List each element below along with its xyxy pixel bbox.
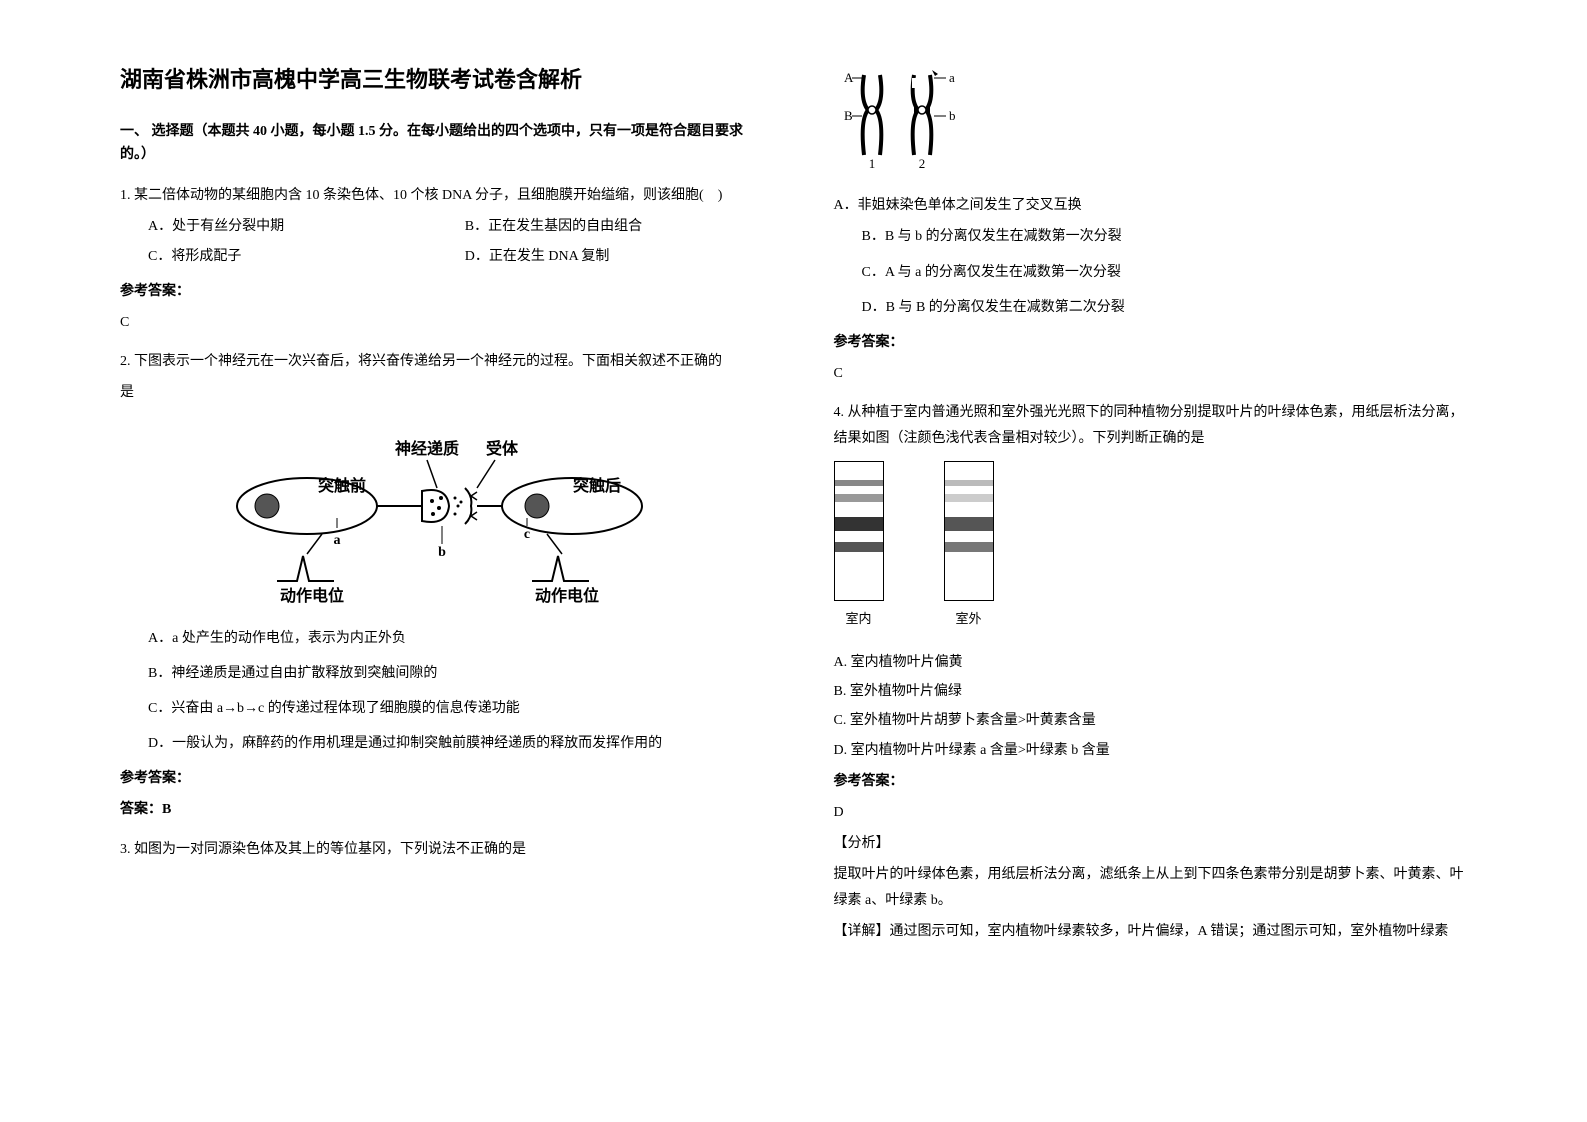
- q1-answer-label: 参考答案：: [120, 279, 754, 304]
- q2-stem1: 下图表示一个神经元在一次兴奋后，将兴奋传递给另一个神经元的过程。下面相关叙述不正…: [134, 354, 722, 369]
- q2-answer-label: 参考答案：: [120, 766, 754, 791]
- pigment-band: [945, 480, 993, 486]
- left-column: 湖南省株洲市高槐中学高三生物联考试卷含解析 一、 选择题（本题共 40 小题，每…: [100, 60, 794, 1082]
- q2-synapse-diagram: 突触前 突触后: [120, 426, 754, 606]
- right-column: A B a b 1 2 A．非姐妹染色单体之间发生了交叉互换 B．B 与 b 的…: [794, 60, 1488, 1082]
- q4-analysis1: 提取叶片的叶绿体色素，用纸层析法分离，滤纸条上从上到下四条色素带分别是胡萝卜素、…: [834, 862, 1468, 912]
- pigment-band: [945, 542, 993, 552]
- q1-optB: B．正在发生基因的自由组合: [437, 214, 754, 239]
- chrom-label-2: 2: [918, 156, 925, 170]
- q2-answer: 答案：B: [120, 797, 754, 822]
- q4-analysis2: 通过图示可知，室内植物叶绿素较多，叶片偏绿，A 错误；通过图示可知，室外植物叶绿…: [890, 924, 1449, 939]
- question-4: 4. 从种植于室内普通光照和室外强光光照下的同种植物分别提取叶片的叶绿体色素，用…: [834, 400, 1468, 944]
- q1-optA: A．处于有丝分裂中期: [120, 214, 437, 239]
- q3-number: 3.: [120, 842, 131, 857]
- diagram-label-nt: 神经递质: [395, 439, 459, 458]
- q1-optD: D．正在发生 DNA 复制: [437, 244, 754, 269]
- question-1: 1. 某二倍体动物的某细胞内含 10 条染色体、10 个核 DNA 分子，且细胞…: [120, 183, 754, 335]
- q1-optC: C．将形成配子: [120, 244, 437, 269]
- q2-stem2: 是: [120, 380, 754, 405]
- q4-optA: A. 室内植物叶片偏黄: [834, 650, 1468, 675]
- strip-indoor-label: 室内: [834, 607, 884, 630]
- strip-indoor: [834, 461, 884, 601]
- diagram-label-ap2: 动作电位: [535, 586, 599, 605]
- q2-optD: D．一般认为，麻醉药的作用机理是通过抑制突触前膜神经递质的释放而发挥作用的: [120, 731, 754, 756]
- q4-number: 4.: [834, 405, 845, 420]
- q4-optB: B. 室外植物叶片偏绿: [834, 679, 1468, 704]
- q2-optB: B．神经递质是通过自由扩散释放到突触间隙的: [120, 661, 754, 686]
- q4-chromatography-diagram: 室内 室外: [834, 461, 1468, 630]
- q4-analysis2-label: 【详解】: [834, 924, 890, 939]
- q4-answer: D: [834, 800, 1468, 825]
- section-heading: 一、 选择题（本题共 40 小题，每小题 1.5 分。在每小题给出的四个选项中，…: [120, 120, 754, 168]
- diagram-label-post: 突触后: [573, 476, 621, 495]
- q3-answer: C: [834, 361, 1468, 386]
- chrom-label-B: B: [844, 108, 853, 123]
- chrom-label-1: 1: [868, 156, 875, 170]
- q4-analysis-label: 【分析】: [834, 831, 1468, 856]
- page-title: 湖南省株洲市高槐中学高三生物联考试卷含解析: [120, 60, 754, 100]
- q1-options: A．处于有丝分裂中期 B．正在发生基因的自由组合 C．将形成配子 D．正在发生 …: [120, 214, 754, 272]
- strip-indoor-wrap: 室内: [834, 461, 884, 630]
- chrom-label-b: b: [949, 108, 956, 123]
- q3-optD: D．B 与 B 的分离仅发生在减数第二次分裂: [834, 295, 1468, 320]
- q1-answer: C: [120, 310, 754, 335]
- diagram-label-c: c: [524, 527, 530, 542]
- diagram-label-a: a: [333, 533, 340, 548]
- q3-optC: C．A 与 a 的分离仅发生在减数第一次分裂: [834, 260, 1468, 285]
- pigment-band: [835, 542, 883, 552]
- question-2: 2. 下图表示一个神经元在一次兴奋后，将兴奋传递给另一个神经元的过程。下面相关叙…: [120, 349, 754, 823]
- diagram-label-pre: 突触前: [318, 476, 366, 495]
- q3-answer-label: 参考答案：: [834, 330, 1468, 355]
- q2-optC: C．兴奋由 a→b→c 的传递过程体现了细胞膜的信息传递功能: [120, 696, 754, 721]
- q3-stem: 如图为一对同源染色体及其上的等位基冈，下列说法不正确的是: [134, 842, 526, 857]
- chrom-label-a: a: [949, 70, 955, 85]
- strip-outdoor-wrap: 室外: [944, 461, 994, 630]
- diagram-label-receptor: 受体: [486, 439, 519, 458]
- diagram-label-b: b: [438, 545, 446, 560]
- strip-outdoor: [944, 461, 994, 601]
- pigment-band: [835, 494, 883, 502]
- pigment-band: [945, 517, 993, 531]
- strip-outdoor-label: 室外: [944, 607, 994, 630]
- pigment-band: [945, 494, 993, 502]
- diagram-label-ap1: 动作电位: [280, 586, 344, 605]
- q1-number: 1.: [120, 188, 131, 203]
- q3-optA: A．非姐妹染色单体之间发生了交叉互换: [834, 193, 1468, 218]
- q4-optD: D. 室内植物叶片叶绿素 a 含量>叶绿素 b 含量: [834, 738, 1468, 763]
- pigment-band: [835, 480, 883, 486]
- q1-stem: 某二倍体动物的某细胞内含 10 条染色体、10 个核 DNA 分子，且细胞膜开始…: [134, 188, 722, 203]
- q4-optC: C. 室外植物叶片胡萝卜素含量>叶黄素含量: [834, 708, 1468, 733]
- q4-stem: 从种植于室内普通光照和室外强光光照下的同种植物分别提取叶片的叶绿体色素，用纸层析…: [834, 405, 1464, 445]
- q4-answer-label: 参考答案：: [834, 769, 1468, 794]
- q2-optA: A．a 处产生的动作电位，表示为内正外负: [120, 626, 754, 651]
- pigment-band: [835, 517, 883, 531]
- q3-optB: B．B 与 b 的分离仅发生在减数第一次分裂: [834, 224, 1468, 249]
- q2-number: 2.: [120, 354, 131, 369]
- q3-chromosome-diagram: A B a b 1 2: [834, 60, 1468, 179]
- question-3-options: A．非姐妹染色单体之间发生了交叉互换 B．B 与 b 的分离仅发生在减数第一次分…: [834, 193, 1468, 386]
